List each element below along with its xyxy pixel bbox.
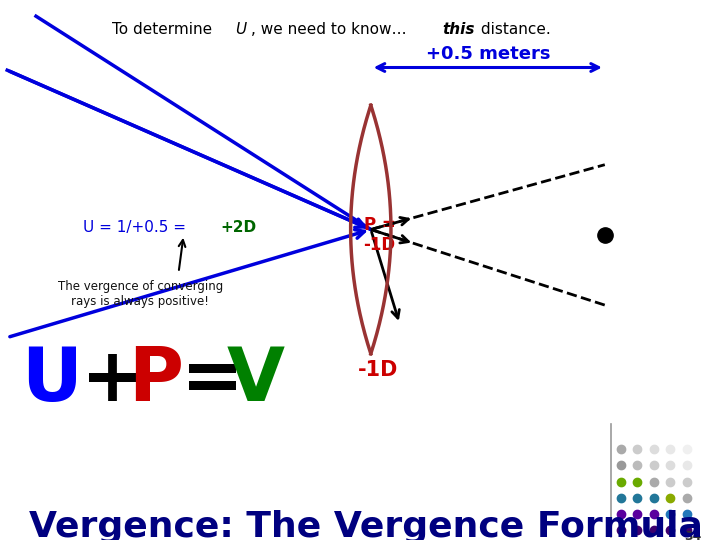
Text: Vergence: The Vergence Formula: Vergence: The Vergence Formula [29, 510, 703, 540]
Text: P: P [128, 344, 183, 417]
Text: U: U [22, 344, 83, 417]
Text: -1D: -1D [358, 360, 398, 380]
Text: +2D: +2D [220, 220, 256, 235]
Text: =: = [181, 344, 245, 417]
Text: V: V [227, 344, 285, 417]
Text: U = 1/+0.5 =: U = 1/+0.5 = [83, 220, 191, 235]
Text: To determine: To determine [112, 22, 217, 37]
Text: +0.5 meters: +0.5 meters [426, 45, 550, 63]
Text: +: + [81, 344, 143, 417]
Text: , we need to know…: , we need to know… [251, 22, 406, 37]
Text: P =
-1D: P = -1D [364, 215, 395, 254]
Text: 34: 34 [685, 530, 702, 540]
Text: distance.: distance. [476, 22, 551, 37]
Text: U: U [235, 22, 246, 37]
Text: The vergence of converging
rays is always positive!: The vergence of converging rays is alway… [58, 280, 223, 308]
Text: this: this [443, 22, 475, 37]
